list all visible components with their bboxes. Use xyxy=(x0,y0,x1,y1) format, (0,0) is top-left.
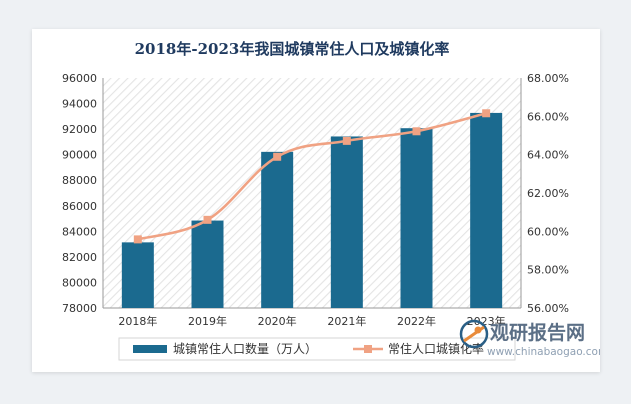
bar xyxy=(261,151,294,308)
y-left-tick-label: 94000 xyxy=(62,98,97,111)
y-left-tick-label: 78000 xyxy=(62,302,97,315)
y-right-tick-label: 58.00% xyxy=(527,264,569,277)
bar xyxy=(470,112,503,309)
bar xyxy=(121,242,154,308)
y-right-tick-label: 60.00% xyxy=(527,225,569,238)
y-left-tick-label: 84000 xyxy=(62,225,97,238)
line-point xyxy=(342,136,351,145)
chart-title: 2018年-2023年我国城镇常住人口及城镇化率 xyxy=(135,40,450,58)
y-left-tick-label: 92000 xyxy=(62,123,97,136)
y-right-tick-label: 68.00% xyxy=(527,72,569,85)
x-tick-label: 2019年 xyxy=(188,314,227,328)
x-tick-label: 2021年 xyxy=(327,314,366,328)
bar-series xyxy=(121,112,503,309)
plot-area xyxy=(103,78,521,308)
y-left-tick-label: 80000 xyxy=(62,276,97,289)
watermark: 观研报告网 www.chinabaogao.com xyxy=(459,319,600,358)
y-right-tick-label: 62.00% xyxy=(527,187,569,200)
line-point xyxy=(273,152,282,161)
legend-box xyxy=(118,337,516,361)
legend: 城镇常住人口数量（万人） 常住人口城镇化率 xyxy=(118,337,516,361)
legend-swatch-marker xyxy=(364,345,372,353)
watermark-en: www.chinabaogao.com xyxy=(487,346,600,358)
watermark-logo-icon xyxy=(459,319,489,349)
legend-label-line: 常住人口城镇化率 xyxy=(388,341,484,356)
line-point xyxy=(133,235,142,244)
chart: 2018年-2023年我国城镇常住人口及城镇化率 78000 80000 82000… xyxy=(62,40,600,361)
x-tick-label: 2018年 xyxy=(118,314,157,328)
y-left-tick-label: 86000 xyxy=(62,200,97,213)
y-right-tick-label: 64.00% xyxy=(527,149,569,162)
legend-label-bar: 城镇常住人口数量（万人） xyxy=(173,341,317,356)
x-tick-label: 2023年 xyxy=(467,314,506,328)
watermark-cn: 观研报告网 xyxy=(490,321,585,344)
y-left-tick-label: 96000 xyxy=(62,72,97,85)
y-left-tick-label: 88000 xyxy=(62,174,97,187)
bar xyxy=(330,136,363,308)
y-left-tick-label: 82000 xyxy=(62,251,97,264)
line-point xyxy=(203,215,212,224)
axes: 78000 80000 82000 84000 86000 88000 90000 92000… xyxy=(62,72,569,328)
line-series xyxy=(133,109,491,244)
line-point xyxy=(482,109,491,118)
line-point xyxy=(412,127,421,136)
x-tick-label: 2022年 xyxy=(397,314,436,328)
y-right-tick-label: 66.00% xyxy=(527,110,569,123)
legend-swatch-bar xyxy=(133,345,167,353)
y-left-tick-label: 90000 xyxy=(62,149,97,162)
bar xyxy=(400,128,433,308)
bar xyxy=(191,220,224,308)
y-right-tick-label: 56.00% xyxy=(527,302,569,315)
line-path xyxy=(137,112,487,241)
x-tick-label: 2020年 xyxy=(258,314,297,328)
chart-card: 2018年-2023年我国城镇常住人口及城镇化率 78000 80000 82000… xyxy=(32,29,600,372)
